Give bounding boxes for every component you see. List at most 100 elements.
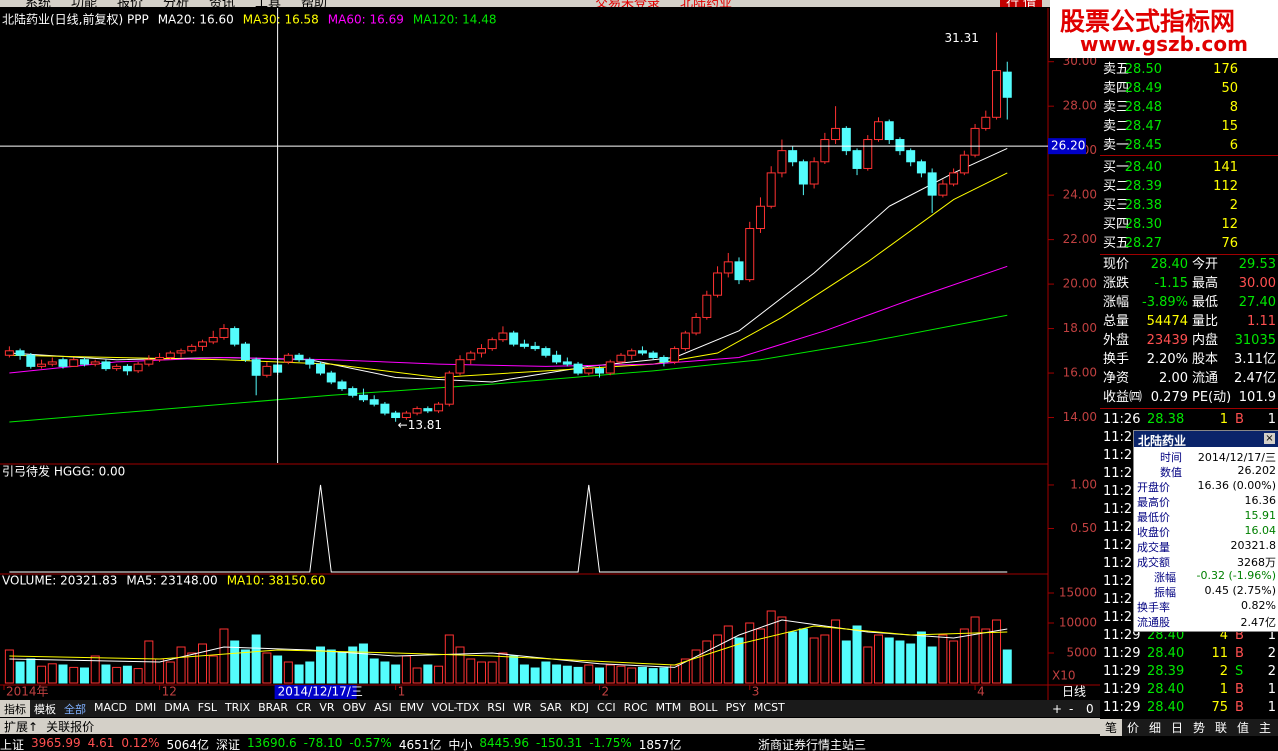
order-price: 28.45 bbox=[1124, 138, 1162, 153]
quote-value: 2.47亿 bbox=[1234, 371, 1276, 386]
mode-button[interactable]: 行 情 bbox=[1000, 0, 1043, 7]
status-item: -0.57% bbox=[349, 736, 392, 750]
candle-body bbox=[198, 341, 208, 347]
order-volume: 12 bbox=[1221, 217, 1238, 232]
indicator-tab[interactable]: MCST bbox=[753, 701, 785, 714]
indicator-tab[interactable]: BRAR bbox=[258, 701, 289, 714]
popup-label: 时间 bbox=[1160, 451, 1182, 464]
indicator-tab[interactable]: BOLL bbox=[689, 701, 718, 714]
volume-bar bbox=[938, 634, 948, 684]
indicator-tab[interactable]: CR bbox=[296, 701, 312, 714]
footer-bar: 扩展↑ 关联报价 bbox=[0, 718, 1100, 734]
side-tab[interactable]: 联 bbox=[1214, 721, 1227, 735]
status-item: 3965.99 bbox=[31, 736, 81, 750]
status-item: -78.10 bbox=[303, 736, 343, 750]
volume-bar bbox=[230, 640, 240, 684]
volume-bar bbox=[455, 646, 465, 684]
indicator-tab[interactable]: PSY bbox=[725, 701, 746, 714]
indicator-tab[interactable]: OBV bbox=[342, 701, 366, 714]
indicator-tab[interactable]: KDJ bbox=[570, 701, 589, 714]
volume-bar bbox=[47, 663, 57, 684]
menu-item[interactable]: 分析 bbox=[163, 0, 189, 7]
indicator-tab[interactable]: SAR bbox=[539, 701, 563, 714]
menu-item[interactable]: 工具 bbox=[255, 0, 281, 7]
tick-time: 11:2 bbox=[1103, 430, 1133, 445]
indicator-tab[interactable]: MACD bbox=[94, 701, 127, 714]
price-annotation: 31.31 bbox=[945, 31, 979, 45]
candle-body bbox=[434, 403, 444, 412]
side-tab[interactable]: 势 bbox=[1192, 721, 1205, 735]
tick-count: 2 bbox=[1267, 646, 1276, 661]
zoom-button[interactable]: 0 bbox=[1086, 702, 1094, 716]
indicator-tab[interactable]: VOL-TDX bbox=[431, 701, 480, 714]
footer-tab[interactable]: 扩展↑ bbox=[4, 720, 39, 734]
menu-item[interactable]: 帮助 bbox=[301, 0, 327, 7]
y-tick-label: 20.00 bbox=[1063, 277, 1097, 291]
status-item: 1857亿 bbox=[638, 738, 682, 751]
menu-item[interactable]: 资讯 bbox=[209, 0, 235, 7]
volume-bar bbox=[981, 628, 991, 684]
indicator-tab[interactable]: 指标 bbox=[0, 700, 30, 717]
zoom-button[interactable]: - bbox=[1069, 702, 1074, 716]
candle-body bbox=[916, 161, 926, 174]
indicator-tab[interactable]: WR bbox=[513, 701, 532, 714]
side-tab[interactable]: 值 bbox=[1236, 721, 1249, 735]
tick-side: B bbox=[1235, 682, 1244, 697]
indicator-tab[interactable]: FSL bbox=[197, 701, 217, 714]
tick-volume: 4 bbox=[1219, 628, 1228, 643]
indicator-tab[interactable]: DMI bbox=[134, 701, 157, 714]
side-tab[interactable]: 主 bbox=[1258, 721, 1271, 735]
volume-bar bbox=[444, 634, 454, 684]
tick-time: 11:2 bbox=[1103, 538, 1133, 553]
order-label: 买三 bbox=[1103, 198, 1130, 213]
volume-bar bbox=[316, 646, 326, 684]
volume-bar bbox=[627, 667, 637, 684]
legend-entry: MA5: 23148.00 bbox=[126, 574, 217, 588]
indicator-tab[interactable]: 全部 bbox=[64, 703, 86, 716]
footer-tab[interactable]: 关联报价 bbox=[46, 720, 95, 734]
candle-body bbox=[745, 227, 755, 281]
candle-body bbox=[208, 336, 218, 343]
volume-bar bbox=[916, 631, 926, 684]
popup-close[interactable]: × bbox=[1264, 433, 1275, 444]
candle-body bbox=[316, 363, 326, 374]
indicator-tab[interactable]: EMV bbox=[399, 701, 424, 714]
tick-time: 11:29 bbox=[1103, 700, 1141, 715]
menu-item[interactable]: 功能 bbox=[71, 0, 97, 7]
indicator-tab[interactable]: ROC bbox=[623, 701, 648, 714]
status-item: 8445.96 bbox=[479, 736, 529, 750]
volume-bar bbox=[884, 637, 894, 684]
popup-value: 26.202 bbox=[1237, 464, 1277, 477]
indicator-tab[interactable]: MTM bbox=[655, 701, 682, 714]
indicator-tab[interactable]: VR bbox=[319, 701, 335, 714]
indicator-tab[interactable]: ASI bbox=[373, 701, 392, 714]
popup-label: 成交额 bbox=[1137, 556, 1170, 569]
candle-body bbox=[444, 372, 454, 405]
indicator-tab[interactable]: DMA bbox=[164, 701, 190, 714]
candle-body bbox=[873, 121, 883, 141]
menu-item[interactable]: 报价 bbox=[117, 0, 143, 7]
indicator-tab[interactable]: 模板 bbox=[34, 703, 56, 716]
side-tab[interactable]: 笔 bbox=[1100, 719, 1122, 736]
indicator-tab[interactable]: TRIX bbox=[224, 701, 251, 714]
indicator-tab[interactable]: CCI bbox=[596, 701, 616, 714]
zoom-button[interactable]: + bbox=[1052, 702, 1063, 716]
volume-bar bbox=[992, 619, 1002, 684]
tick-time: 11:29 bbox=[1103, 682, 1141, 697]
x-tick-label: 12 bbox=[162, 685, 177, 699]
side-tab[interactable]: 价 bbox=[1126, 721, 1139, 735]
indicator-tab[interactable]: RSI bbox=[487, 701, 506, 714]
menu-item[interactable]: 系统 bbox=[25, 0, 51, 7]
quote-value: 3.11亿 bbox=[1234, 352, 1276, 367]
volume-bar bbox=[283, 661, 293, 684]
volume-bar bbox=[187, 652, 197, 684]
candle-body bbox=[187, 345, 197, 352]
side-tab[interactable]: 日 bbox=[1170, 721, 1183, 735]
legend-entry: MA30: 16.58 bbox=[243, 13, 319, 27]
book-separator bbox=[1100, 254, 1278, 255]
candle-body bbox=[981, 116, 991, 129]
candle-body bbox=[820, 139, 830, 163]
volume-bar bbox=[841, 640, 851, 684]
candle-body bbox=[358, 394, 368, 401]
side-tab[interactable]: 细 bbox=[1148, 721, 1161, 735]
